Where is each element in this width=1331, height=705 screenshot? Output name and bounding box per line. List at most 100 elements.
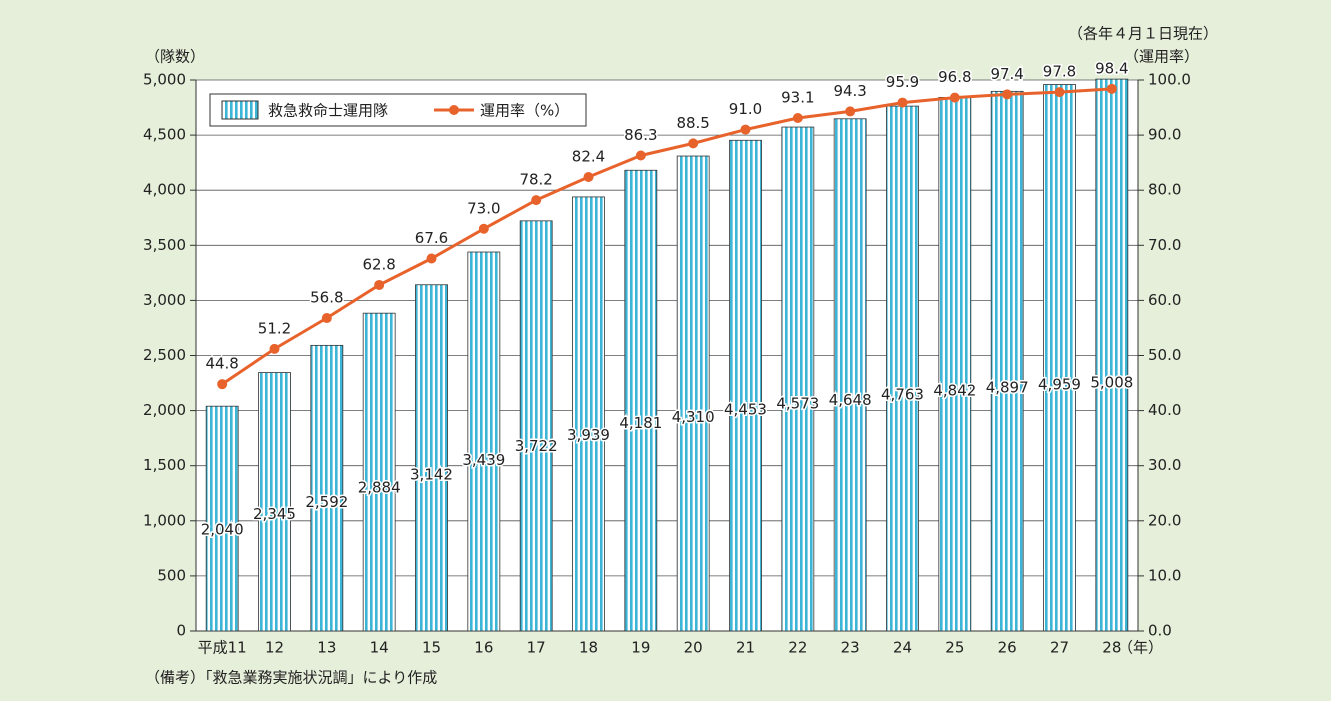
y2-tick-label: 50.0 [1148, 346, 1181, 364]
bar [310, 344, 344, 632]
rate-value-label: 95.9 [886, 73, 919, 91]
x-tick-label: 12 [265, 639, 284, 657]
bar-value-label: 3,142 [410, 466, 453, 484]
y2-tick-label: 40.0 [1148, 401, 1181, 419]
y-tick-label: 1,500 [143, 456, 186, 474]
bar-value-label: 4,181 [619, 414, 662, 432]
bar-value-label: 4,842 [933, 381, 976, 399]
legend-swatch [449, 105, 459, 115]
y-tick-label: 4,500 [143, 126, 186, 144]
bar [729, 139, 762, 632]
bar [781, 126, 815, 632]
rate-value-label: 91.0 [729, 100, 762, 118]
bar [990, 90, 1024, 632]
bar [467, 251, 501, 632]
y-tick-label: 2,500 [143, 346, 186, 364]
x-tick-label: 26 [998, 639, 1017, 657]
bar [938, 97, 972, 632]
y-tick-label: 2,000 [143, 401, 186, 419]
x-axis-label: （年） [1118, 639, 1163, 657]
rate-line [221, 87, 1112, 386]
y2-tick-label: 60.0 [1148, 291, 1181, 309]
rate-point [740, 124, 751, 135]
y2-tick-label: 0.0 [1148, 622, 1172, 640]
rate-point [845, 106, 856, 117]
bar-value-label: 2,592 [305, 493, 348, 511]
rate-point [949, 92, 960, 103]
bar-value-label: 5,008 [1090, 374, 1133, 392]
bar-value-label: 3,939 [567, 426, 610, 444]
note: （各年４月１日現在） [1068, 25, 1218, 43]
y2-tick-label: 90.0 [1148, 126, 1181, 144]
bar [415, 284, 448, 632]
y-tick-label: 5,000 [143, 71, 186, 89]
x-tick-label: 平成11 [198, 639, 247, 657]
x-tick-label: 18 [579, 639, 598, 657]
bar [1095, 78, 1129, 632]
x-tick-label: 24 [893, 639, 912, 657]
bar-value-label: 2,040 [201, 520, 244, 538]
legend-label: 運用率（%） [480, 102, 569, 120]
rate-value-label: 78.2 [519, 171, 552, 189]
legend-box [209, 93, 587, 127]
bar-value-label: 4,310 [672, 408, 715, 426]
rate-point [374, 279, 385, 290]
y2-tick-label: 80.0 [1148, 181, 1181, 199]
rate-point [269, 343, 280, 354]
legend-label: 救急救命士運用隊 [268, 102, 388, 120]
rate-point [1002, 89, 1013, 100]
bar-value-label: 4,897 [986, 379, 1029, 397]
rate-point [583, 171, 594, 182]
x-tick-label: 15 [422, 639, 441, 657]
bar [205, 405, 239, 632]
y2-tick-label: 20.0 [1148, 511, 1181, 529]
bar [676, 155, 710, 632]
rate-value-label: 96.8 [938, 68, 971, 86]
bar-value-label: 4,648 [829, 391, 872, 409]
y-tick-label: 500 [157, 566, 186, 584]
rate-value-label: 56.8 [310, 289, 343, 307]
y-tick-label: 1,000 [143, 511, 186, 529]
rate-value-label: 82.4 [572, 147, 605, 165]
rate-value-label: 62.8 [362, 255, 395, 273]
x-tick-label: 22 [788, 639, 807, 657]
rate-point [1054, 87, 1065, 98]
rate-point [688, 138, 699, 149]
bar-value-label: 4,959 [1038, 376, 1081, 394]
rate-value-label: 86.3 [624, 126, 657, 144]
x-tick-label: 21 [736, 639, 755, 657]
bar [572, 196, 605, 632]
x-tick-label: 17 [527, 639, 546, 657]
bar [833, 118, 867, 632]
rate-value-label: 94.3 [833, 82, 866, 100]
rate-point [635, 150, 646, 161]
y-tick-label: 0 [176, 622, 186, 640]
x-tick-label: 16 [474, 639, 493, 657]
rate-value-label: 67.6 [415, 229, 448, 247]
y-tick-label: 3,000 [143, 291, 186, 309]
rate-value-label: 93.1 [781, 89, 814, 107]
bar-value-label: 3,722 [515, 437, 558, 455]
bar [1043, 84, 1076, 632]
rate-point [478, 223, 489, 234]
bar-value-label: 4,453 [724, 401, 767, 419]
rate-point [792, 113, 803, 124]
x-tick-label: 28 [1102, 639, 1121, 657]
x-tick-label: 23 [841, 639, 860, 657]
rate-point [321, 313, 332, 324]
x-tick-label: 13 [317, 639, 336, 657]
x-tick-label: 20 [684, 639, 703, 657]
y2-tick-label: 100.0 [1148, 71, 1191, 89]
x-tick-label: 27 [1050, 639, 1069, 657]
rate-value-label: 97.8 [1043, 63, 1076, 81]
bar [258, 372, 291, 632]
rate-value-label: 51.2 [258, 319, 291, 337]
rate-value-label: 97.4 [990, 65, 1023, 83]
legend-swatch [221, 100, 259, 120]
bar [362, 312, 396, 632]
rate-point [1106, 83, 1117, 94]
y2-tick-label: 10.0 [1148, 566, 1181, 584]
y2-tick-label: 70.0 [1148, 236, 1181, 254]
y-tick-label: 3,500 [143, 236, 186, 254]
